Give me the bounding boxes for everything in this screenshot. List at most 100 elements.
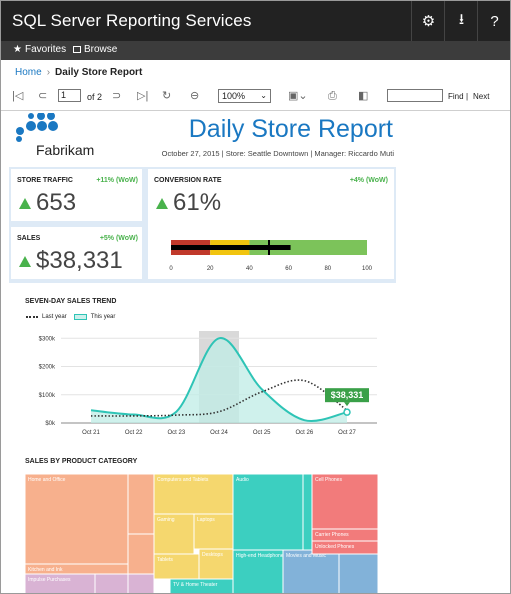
page-count-label: of 2: [87, 92, 103, 102]
title-bar: SQL Server Reporting Services ⚙ ⭳ ?: [1, 1, 510, 41]
x-tick-label: Oct 27: [338, 430, 356, 436]
breadcrumb-current: Daily Store Report: [55, 67, 143, 78]
treemap-cell: [282, 549, 340, 593]
report-subtitle: October 27, 2015 | Store: Seattle Downto…: [161, 149, 394, 158]
treemap-label: High-end Headphones: [236, 553, 287, 559]
kpi-label: STORE TRAFFIC: [17, 177, 73, 184]
treemap-cell: [127, 573, 155, 593]
treemap-cell: [311, 474, 378, 530]
trend-title: SEVEN-DAY SALES TREND: [25, 298, 117, 305]
treemap-cell: [153, 553, 200, 580]
last-page-icon[interactable]: ▷|: [137, 90, 149, 102]
chevron-down-icon: ⌄: [260, 91, 267, 100]
y-tick-label: $300k: [39, 336, 56, 342]
kpi-value: 653: [19, 189, 76, 217]
favorites-link[interactable]: ★ Favorites: [13, 44, 66, 55]
find-separator: |: [466, 92, 469, 101]
series-line-last-year: [90, 379, 348, 417]
treemap-cell: [94, 573, 129, 593]
back-icon[interactable]: ⊖: [190, 90, 200, 102]
x-tick-label: Oct 22: [125, 430, 143, 436]
save-icon[interactable]: ▣⌄: [288, 90, 308, 102]
legend-box-icon: [73, 314, 87, 320]
next-page-icon[interactable]: ⊃: [112, 90, 122, 102]
gear-icon[interactable]: ⚙: [411, 1, 445, 41]
kpi-card-store-traffic: STORE TRAFFIC +11% (WoW) 653: [11, 169, 142, 221]
zoom-value: 100%: [222, 91, 246, 101]
breadcrumb: Home › Daily Store Report: [15, 67, 142, 78]
nav-bar: ★ Favorites Browse: [1, 41, 510, 60]
treemap-label: Cell Phones: [315, 477, 342, 483]
divider: [1, 110, 510, 111]
treemap-label: Computers and Tablets: [157, 477, 209, 483]
kpi-change: +5% (WoW): [99, 235, 138, 242]
find-input[interactable]: [387, 89, 443, 102]
export-icon[interactable]: ◧: [358, 90, 369, 102]
chevron-right-icon: ›: [46, 67, 51, 78]
breadcrumb-home[interactable]: Home: [15, 67, 42, 78]
first-page-icon[interactable]: |◁: [12, 90, 24, 102]
up-arrow-icon: [19, 255, 31, 267]
treemap-cell: [193, 513, 234, 550]
annotation-box: [325, 388, 369, 403]
download-icon[interactable]: ⭳: [444, 1, 478, 41]
prev-page-icon[interactable]: ⊂: [38, 90, 48, 102]
x-tick-label: Oct 24: [210, 430, 228, 436]
treemap-label: Kitchen and Ink: [28, 567, 63, 573]
treemap-label: Gaming: [157, 517, 175, 523]
kpi-change: +11% (WoW): [96, 177, 138, 184]
zoom-select[interactable]: 100% ⌄: [218, 89, 271, 103]
treemap-label: Audio: [236, 477, 249, 483]
gauge-tick-label: 80: [324, 266, 331, 272]
last-point-marker: [343, 408, 351, 416]
annotation-pointer: [344, 402, 350, 407]
company-name: Fabrikam: [36, 142, 95, 158]
find-button[interactable]: Find: [448, 92, 464, 101]
kpi-value-text: $38,331: [36, 247, 123, 274]
category-treemap: Home and Office Kitchen and Ink Impulse Pu…: [25, 474, 378, 593]
find-next-button[interactable]: Next: [473, 92, 490, 101]
print-icon[interactable]: ⎙: [328, 90, 337, 102]
treemap-cell: [153, 513, 195, 555]
treemap-cell: [338, 549, 378, 593]
help-icon[interactable]: ?: [477, 1, 510, 41]
kpi-value-text: 653: [36, 189, 77, 216]
app-title: SQL Server Reporting Services: [12, 11, 252, 30]
gauge-target-marker: [268, 240, 270, 255]
star-icon: ★: [13, 44, 22, 55]
gauge-tick-label: 60: [285, 266, 292, 272]
y-tick-label: $200k: [39, 365, 56, 371]
kpi-card-conversion: CONVERSION RATE +4% (WoW) 61% 0 20 40 60 80 1…: [148, 169, 394, 279]
treemap-cell: [127, 533, 155, 575]
y-tick-label: $100k: [39, 393, 56, 399]
gauge-band: [249, 240, 367, 255]
kpi-value: $38,331: [19, 247, 123, 275]
kpi-label: CONVERSION RATE: [154, 177, 222, 184]
kpi-label: SALES: [17, 235, 41, 242]
x-tick-label: Oct 21: [82, 430, 100, 436]
series-line-this-year: [90, 337, 348, 422]
kpi-value: 61%: [156, 189, 221, 217]
kpi-value-text: 61%: [173, 189, 222, 216]
annotation-label: $38,331: [331, 390, 364, 400]
up-arrow-icon: [156, 197, 168, 209]
x-tick-label: Oct 26: [295, 430, 313, 436]
trend-legend: Last year This year: [26, 314, 115, 320]
treemap-label: Unlocked Phones: [315, 544, 355, 550]
page-number-input[interactable]: 1: [58, 89, 81, 102]
treemap-label: Home and Office: [28, 477, 66, 483]
treemap-label: Desktops: [202, 552, 223, 558]
browse-link[interactable]: Browse: [73, 44, 117, 55]
browse-label: Browse: [84, 44, 118, 55]
refresh-icon[interactable]: ↻: [162, 90, 172, 102]
kpi-card-sales: SALES +5% (WoW) $38,331: [11, 227, 142, 279]
category-title: SALES BY PRODUCT CATEGORY: [25, 458, 138, 465]
y-tick-label: $0k: [45, 421, 56, 427]
x-tick-label: Oct 23: [167, 430, 185, 436]
up-arrow-icon: [19, 197, 31, 209]
favorites-label: Favorites: [24, 44, 67, 55]
gauge-tick-label: 0: [169, 266, 173, 272]
x-tick-label: Oct 25: [253, 430, 271, 436]
gauge-tick-label: 100: [362, 266, 373, 272]
